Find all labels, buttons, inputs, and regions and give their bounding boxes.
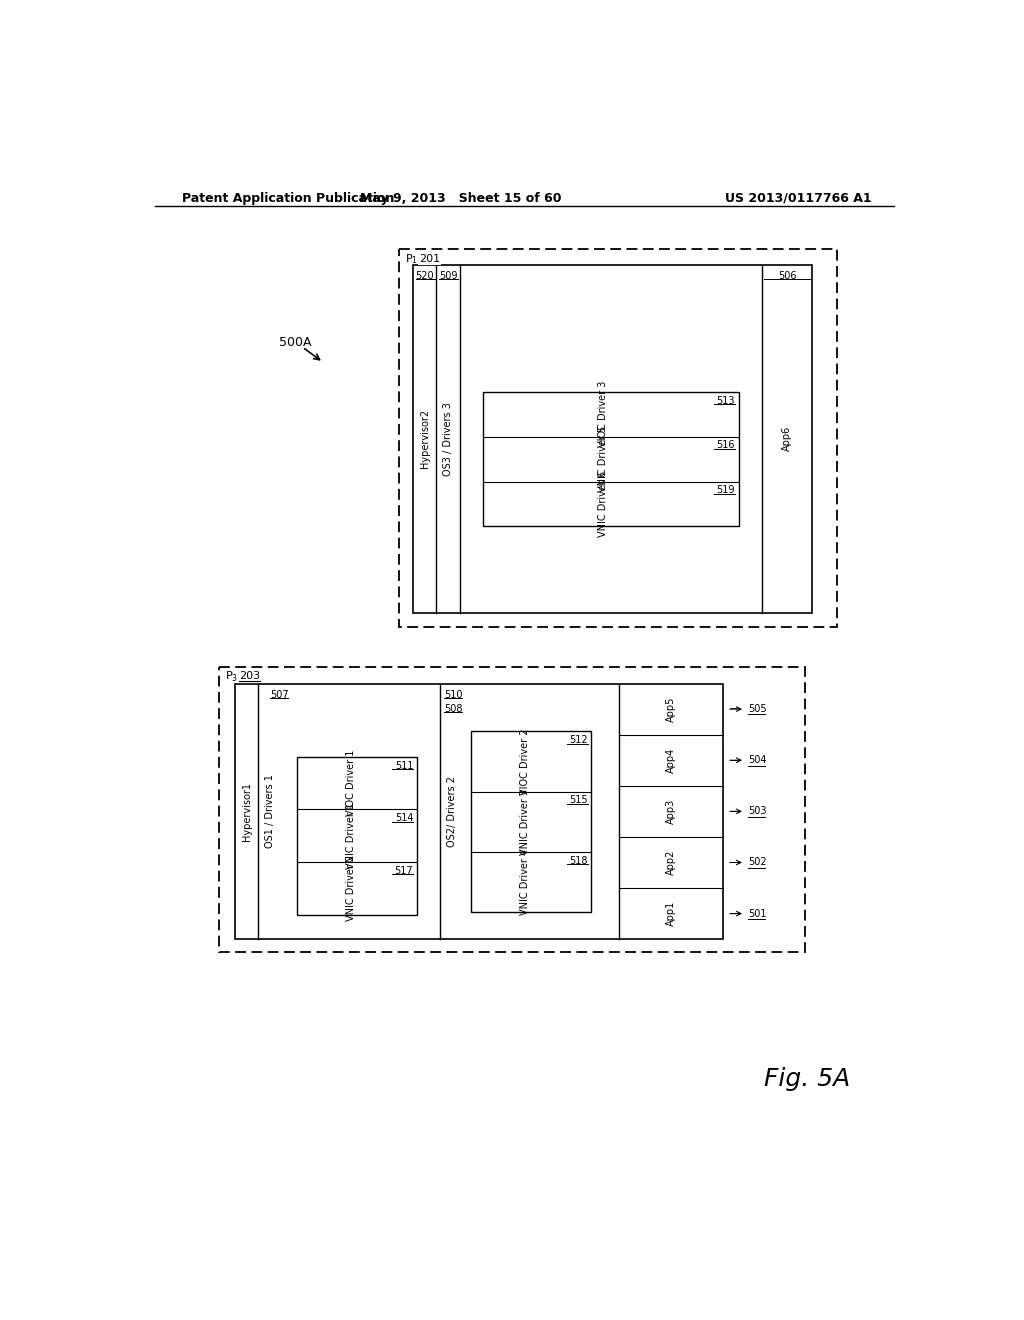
Text: 506: 506 — [778, 271, 797, 281]
Text: VNIC Driver 4: VNIC Driver 4 — [520, 849, 530, 915]
Text: 518: 518 — [569, 855, 588, 866]
Text: 517: 517 — [394, 866, 414, 875]
Text: VIOC Driver 1: VIOC Driver 1 — [346, 750, 355, 816]
Text: 516: 516 — [717, 441, 735, 450]
Text: OS3 / Drivers 3: OS3 / Drivers 3 — [443, 401, 453, 475]
Text: 502: 502 — [748, 858, 767, 867]
Text: 513: 513 — [717, 396, 735, 405]
Text: P: P — [406, 253, 413, 264]
Text: 508: 508 — [444, 704, 463, 714]
Text: —: — — [729, 705, 737, 714]
Text: App2: App2 — [666, 850, 676, 875]
Text: 500A: 500A — [280, 335, 311, 348]
Text: App4: App4 — [666, 747, 676, 772]
Text: VIOC Driver 2: VIOC Driver 2 — [520, 729, 530, 795]
Text: App3: App3 — [666, 799, 676, 824]
Bar — [414, 264, 812, 612]
Text: P: P — [225, 671, 232, 681]
Text: 519: 519 — [717, 486, 735, 495]
Text: VIOC Driver 3: VIOC Driver 3 — [598, 381, 608, 447]
Bar — [483, 392, 738, 527]
Text: Hypervisor1: Hypervisor1 — [242, 781, 252, 841]
Text: 201: 201 — [419, 253, 439, 264]
Text: OS1 / Drivers 1: OS1 / Drivers 1 — [265, 775, 274, 849]
Text: —: — — [729, 807, 737, 816]
Text: 520: 520 — [416, 271, 434, 281]
Text: —: — — [729, 909, 737, 919]
Bar — [399, 249, 838, 627]
Text: 504: 504 — [748, 755, 767, 766]
Bar — [234, 684, 723, 940]
Text: 514: 514 — [394, 813, 414, 824]
Text: —: — — [729, 858, 737, 867]
Text: US 2013/0117766 A1: US 2013/0117766 A1 — [725, 191, 872, 205]
Text: 203: 203 — [239, 671, 260, 681]
Text: 3: 3 — [231, 673, 237, 682]
Text: 509: 509 — [439, 271, 458, 281]
Text: VNIC Driver 2: VNIC Driver 2 — [346, 855, 355, 921]
Text: Patent Application Publication: Patent Application Publication — [182, 191, 394, 205]
Text: VNIC Driver 6: VNIC Driver 6 — [598, 471, 608, 537]
Text: VNIC Driver 5: VNIC Driver 5 — [598, 426, 608, 492]
Text: 505: 505 — [748, 704, 767, 714]
Text: OS2/ Drivers 2: OS2/ Drivers 2 — [446, 776, 457, 847]
Text: Hypervisor2: Hypervisor2 — [420, 409, 430, 469]
Text: App1: App1 — [666, 902, 676, 927]
Text: 510: 510 — [444, 689, 463, 700]
Text: VNIC Driver 3: VNIC Driver 3 — [520, 788, 530, 855]
Text: —: — — [729, 756, 737, 764]
Text: VNIC Driver 1: VNIC Driver 1 — [346, 803, 355, 869]
Text: 511: 511 — [394, 760, 414, 771]
Text: 501: 501 — [748, 908, 767, 919]
Text: Fig. 5A: Fig. 5A — [764, 1067, 850, 1092]
Text: 515: 515 — [569, 796, 588, 805]
Text: App6: App6 — [782, 426, 793, 451]
Bar — [297, 756, 417, 915]
Text: App5: App5 — [666, 697, 676, 722]
Text: 512: 512 — [569, 735, 588, 744]
Text: May 9, 2013   Sheet 15 of 60: May 9, 2013 Sheet 15 of 60 — [360, 191, 562, 205]
Text: 507: 507 — [270, 689, 289, 700]
Text: 503: 503 — [748, 807, 767, 816]
Bar — [471, 731, 592, 912]
Bar — [219, 667, 805, 952]
Text: 1: 1 — [412, 256, 417, 265]
